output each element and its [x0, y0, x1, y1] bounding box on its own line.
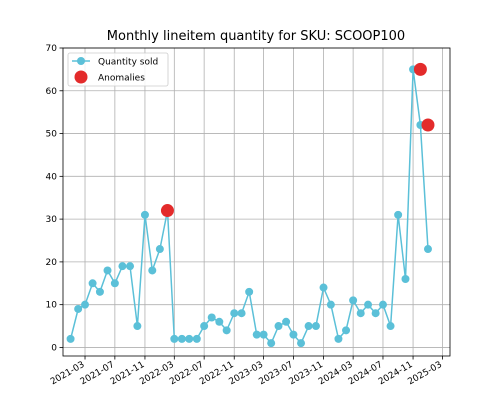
y-tick-label: 0 [51, 343, 57, 353]
data-point [378, 300, 387, 309]
data-point [401, 275, 410, 283]
data-point [371, 309, 380, 318]
data-point [326, 300, 335, 309]
y-tick-label: 20 [46, 258, 58, 268]
data-point [267, 339, 276, 348]
data-point [386, 322, 395, 331]
anomaly-point [413, 62, 427, 76]
legend-marker-quantity [77, 57, 85, 65]
data-point [133, 322, 142, 331]
y-tick-label: 50 [46, 130, 58, 140]
series-line-quantity-sold [69, 69, 429, 345]
y-tick-label: 40 [46, 172, 58, 182]
data-point [342, 326, 351, 335]
data-point [364, 300, 373, 309]
data-point [110, 279, 119, 288]
legend: Quantity sold Anomalies [67, 52, 169, 87]
data-point [282, 317, 291, 326]
plot-frame [62, 47, 451, 357]
y-tick-label: 60 [46, 87, 58, 97]
legend-box [67, 52, 169, 87]
legend-marker-anomalies [74, 70, 88, 84]
data-point [88, 279, 97, 288]
chart-title: Monthly lineitem quantity for SKU: SCOOP… [107, 29, 405, 44]
data-point [103, 266, 112, 275]
data-point [245, 287, 254, 296]
x-axis: 2021-032021-072021-112022-032022-072022-… [49, 356, 444, 387]
data-point [95, 287, 104, 296]
y-tick-label: 30 [46, 215, 58, 225]
legend-label-anomalies: Anomalies [98, 74, 145, 84]
grid [63, 47, 450, 356]
y-tick-label: 10 [46, 301, 58, 311]
data-point [81, 300, 90, 309]
data-point [274, 322, 283, 331]
data-point [334, 334, 343, 343]
data-point [289, 330, 298, 339]
data-point [200, 322, 209, 331]
data-point [319, 283, 328, 292]
data-point [215, 317, 224, 326]
data-point [155, 245, 164, 254]
data-point [207, 313, 216, 322]
data-point [126, 262, 135, 271]
x-tick-label: 2025-03 [406, 360, 444, 387]
data-point [148, 266, 157, 275]
data-point [311, 322, 320, 331]
data-point [252, 330, 261, 339]
data-point [192, 334, 201, 343]
data-point [118, 262, 127, 271]
data-point [222, 326, 231, 335]
data-point [66, 334, 75, 343]
data-point [74, 304, 83, 313]
anomaly-point [421, 118, 435, 132]
data-point [140, 210, 149, 219]
anomaly-point [160, 204, 174, 218]
data-point [230, 309, 239, 318]
y-axis: 0 10 20 30 40 50 60 70 [46, 44, 63, 353]
legend-label-quantity: Quantity sold [98, 58, 158, 68]
data-point [259, 330, 268, 339]
data-point [297, 339, 306, 348]
data-point [356, 309, 365, 318]
data-point [304, 322, 313, 331]
data-point [177, 334, 186, 343]
data-point [423, 245, 432, 254]
data-point [170, 334, 179, 343]
data-point [349, 296, 358, 305]
data-point [185, 334, 194, 343]
y-tick-label: 70 [46, 44, 58, 54]
data-point [237, 309, 246, 318]
series-quantity-sold [66, 65, 432, 348]
data-point [394, 210, 403, 219]
series-anomalies [160, 62, 435, 218]
